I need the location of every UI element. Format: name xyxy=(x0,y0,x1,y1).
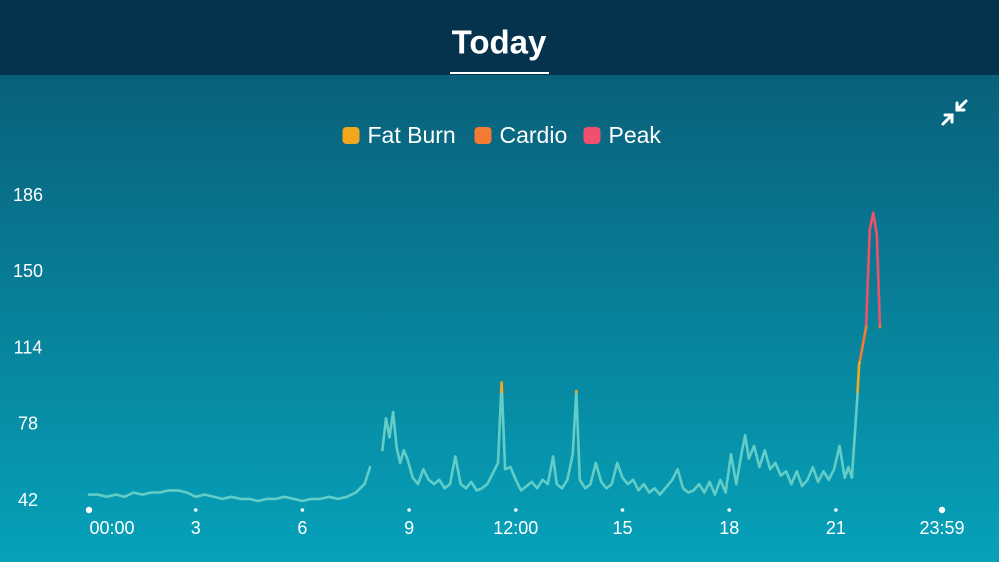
x-tick-label: 00:00 xyxy=(89,518,134,538)
x-tick-mark xyxy=(834,508,838,512)
y-tick-label: 78 xyxy=(18,414,38,434)
legend-label: Fat Burn xyxy=(368,122,456,148)
collapse-icon[interactable] xyxy=(941,99,968,126)
legend-label: Peak xyxy=(609,122,662,148)
x-tick-label: 9 xyxy=(404,518,414,538)
y-tick-label: 42 xyxy=(18,490,38,510)
header-bar xyxy=(0,0,999,75)
legend: Fat Burn Cardio Peak xyxy=(342,122,662,148)
legend-swatch xyxy=(474,127,492,144)
y-tick-label: 114 xyxy=(14,337,43,357)
y-tick-label: 150 xyxy=(13,261,43,281)
tab-title[interactable]: Today xyxy=(452,24,547,61)
x-tick-mark xyxy=(193,508,198,512)
x-tick-label: 18 xyxy=(719,518,739,538)
x-tick-label: 3 xyxy=(191,518,201,538)
x-tick-mark xyxy=(620,508,625,512)
x-tick-mark xyxy=(300,508,305,512)
x-tick-label: 12:00 xyxy=(493,518,538,538)
x-tick-mark xyxy=(407,508,411,512)
x-tick-mark xyxy=(85,506,93,514)
x-tick-label: 21 xyxy=(826,518,846,538)
legend-swatch xyxy=(342,127,360,144)
x-tick-label: 23:59 xyxy=(919,518,964,538)
y-tick-label: 186 xyxy=(13,185,43,205)
x-tick-mark xyxy=(514,508,518,512)
x-tick-mark xyxy=(938,506,946,514)
x-tick-label: 15 xyxy=(612,518,632,538)
x-tick-mark xyxy=(727,508,732,512)
heart-rate-line xyxy=(87,211,882,503)
legend-swatch xyxy=(583,127,601,144)
legend-label: Cardio xyxy=(500,122,568,148)
x-tick-label: 6 xyxy=(297,518,307,538)
tab-underline xyxy=(450,72,549,74)
